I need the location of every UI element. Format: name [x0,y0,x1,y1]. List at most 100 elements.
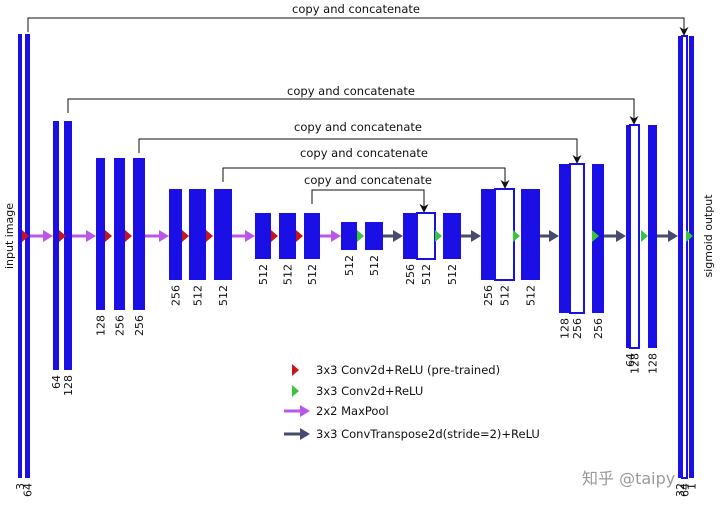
feature-block-level2-2 [64,121,72,370]
feature-block-level3-1 [96,158,105,310]
channel-label: 512 [282,264,295,285]
deconv-arrow [657,230,678,242]
channel-label: 512 [420,264,433,285]
channel-label: 64 [624,353,637,367]
skip-connections: copy and concatenate copy and concatenate… [27,2,689,213]
feature-block-up3-3 [592,164,604,313]
dark-arrow-icon [284,428,310,440]
channel-label: 512 [192,285,205,306]
conv-marker [357,230,364,242]
conv-pretrained-marker [22,230,29,242]
conv-pretrained-marker [206,230,213,242]
feature-block-up1-2 [681,35,688,479]
feature-block-up5-2 [416,212,436,260]
channel-label: 1 [686,483,699,490]
conv-pretrained-marker [271,230,278,242]
input-label: input image [3,203,16,269]
copy-label: copy and concatenate [292,2,420,16]
feature-block-level5-2 [279,213,296,259]
channel-label: 512 [525,285,538,306]
feature-map-blocks [18,34,694,479]
purple-arrow-icon [284,405,310,417]
feature-block-level4-2 [189,189,206,280]
conv-pretrained-marker [105,230,112,242]
channel-label: 256 [404,264,417,285]
green-triangle-icon [292,385,299,397]
feature-block-level1-2 [25,34,30,478]
conv-pretrained-marker [59,230,66,242]
conv-marker [641,230,648,242]
feature-block-level2-1 [53,121,59,370]
flow-arrows [22,230,693,242]
conv-pretrained-marker [182,230,189,242]
conv-marker [686,230,693,242]
conv-marker [592,230,599,242]
feature-block-up4-2 [494,188,515,281]
maxpool-arrow [320,230,341,242]
channel-label: 256 [114,315,127,336]
copy-connection-4: copy and concatenate [222,146,510,189]
feature-block-level3-3 [133,158,145,310]
channel-label: 512 [343,255,356,276]
red-triangle-icon [292,364,299,376]
feature-block-up2-3 [648,125,657,348]
conv-pretrained-marker [296,230,303,242]
channel-label: 64 [22,483,35,497]
maxpool-arrow [72,230,96,242]
feature-block-level5-3 [304,213,320,259]
maxpool-arrow [232,230,255,242]
feature-block-up3-1 [559,164,570,313]
channel-label: 128 [629,353,642,374]
watermark: 知乎 @taipy [582,469,675,488]
channel-label: 128 [95,315,108,336]
feature-block-up4-1 [481,189,495,280]
channel-label: 64 [50,375,63,389]
channel-label: 512 [257,264,270,285]
feature-block-level1-1 [18,34,22,478]
maxpool-arrow [145,230,169,242]
feature-block-level5-1 [255,213,271,259]
legend-deconv: 3x3 ConvTranspose2d(stride=2)+ReLU [316,427,540,441]
copy-connection-2: copy and concatenate [67,84,639,125]
conv-pretrained-marker [125,230,132,242]
maxpool-arrow [30,230,53,242]
channel-label: 256 [482,285,495,306]
feature-block-up5-1 [403,213,417,259]
feature-block-up3-2 [569,163,585,314]
legend: 3x3 Conv2d+ReLU (pre-trained) 3x3 Conv2d… [284,363,540,441]
feature-block-level3-2 [114,158,125,310]
deconv-arrow [604,230,626,242]
feature-block-bottom-1 [341,222,357,250]
feature-block-up1-3 [689,36,694,478]
deconv-arrow [383,230,403,242]
deconv-arrow [461,230,481,242]
feature-block-up4-3 [521,189,540,280]
channel-label: 64 [679,483,692,497]
copy-label: copy and concatenate [304,173,432,187]
feature-block-level4-1 [169,189,182,280]
channel-label: 512 [446,264,459,285]
feature-block-bottom-2 [365,222,383,250]
copy-connection-1: copy and concatenate [27,2,689,36]
channel-label: 3 [14,483,27,490]
channel-label: 512 [306,264,319,285]
channel-label: 128 [559,318,572,339]
conv-marker [513,230,520,242]
channel-label: 128 [62,375,75,396]
feature-block-up2-2 [629,124,640,349]
copy-connection-5: copy and concatenate [304,173,432,213]
channel-label: 128 [647,353,660,374]
feature-block-level4-3 [214,189,232,280]
copy-label: copy and concatenate [294,120,422,134]
copy-label: copy and concatenate [287,84,415,98]
channel-label: 512 [499,285,512,306]
conv-marker [435,230,442,242]
output-label: sigmoid output [702,194,715,278]
channel-label: 512 [368,255,381,276]
legend-maxpool: 2x2 MaxPool [316,404,389,418]
channel-label: 512 [217,285,230,306]
legend-conv: 3x3 Conv2d+ReLU [316,384,423,398]
channel-label: 256 [592,318,605,339]
